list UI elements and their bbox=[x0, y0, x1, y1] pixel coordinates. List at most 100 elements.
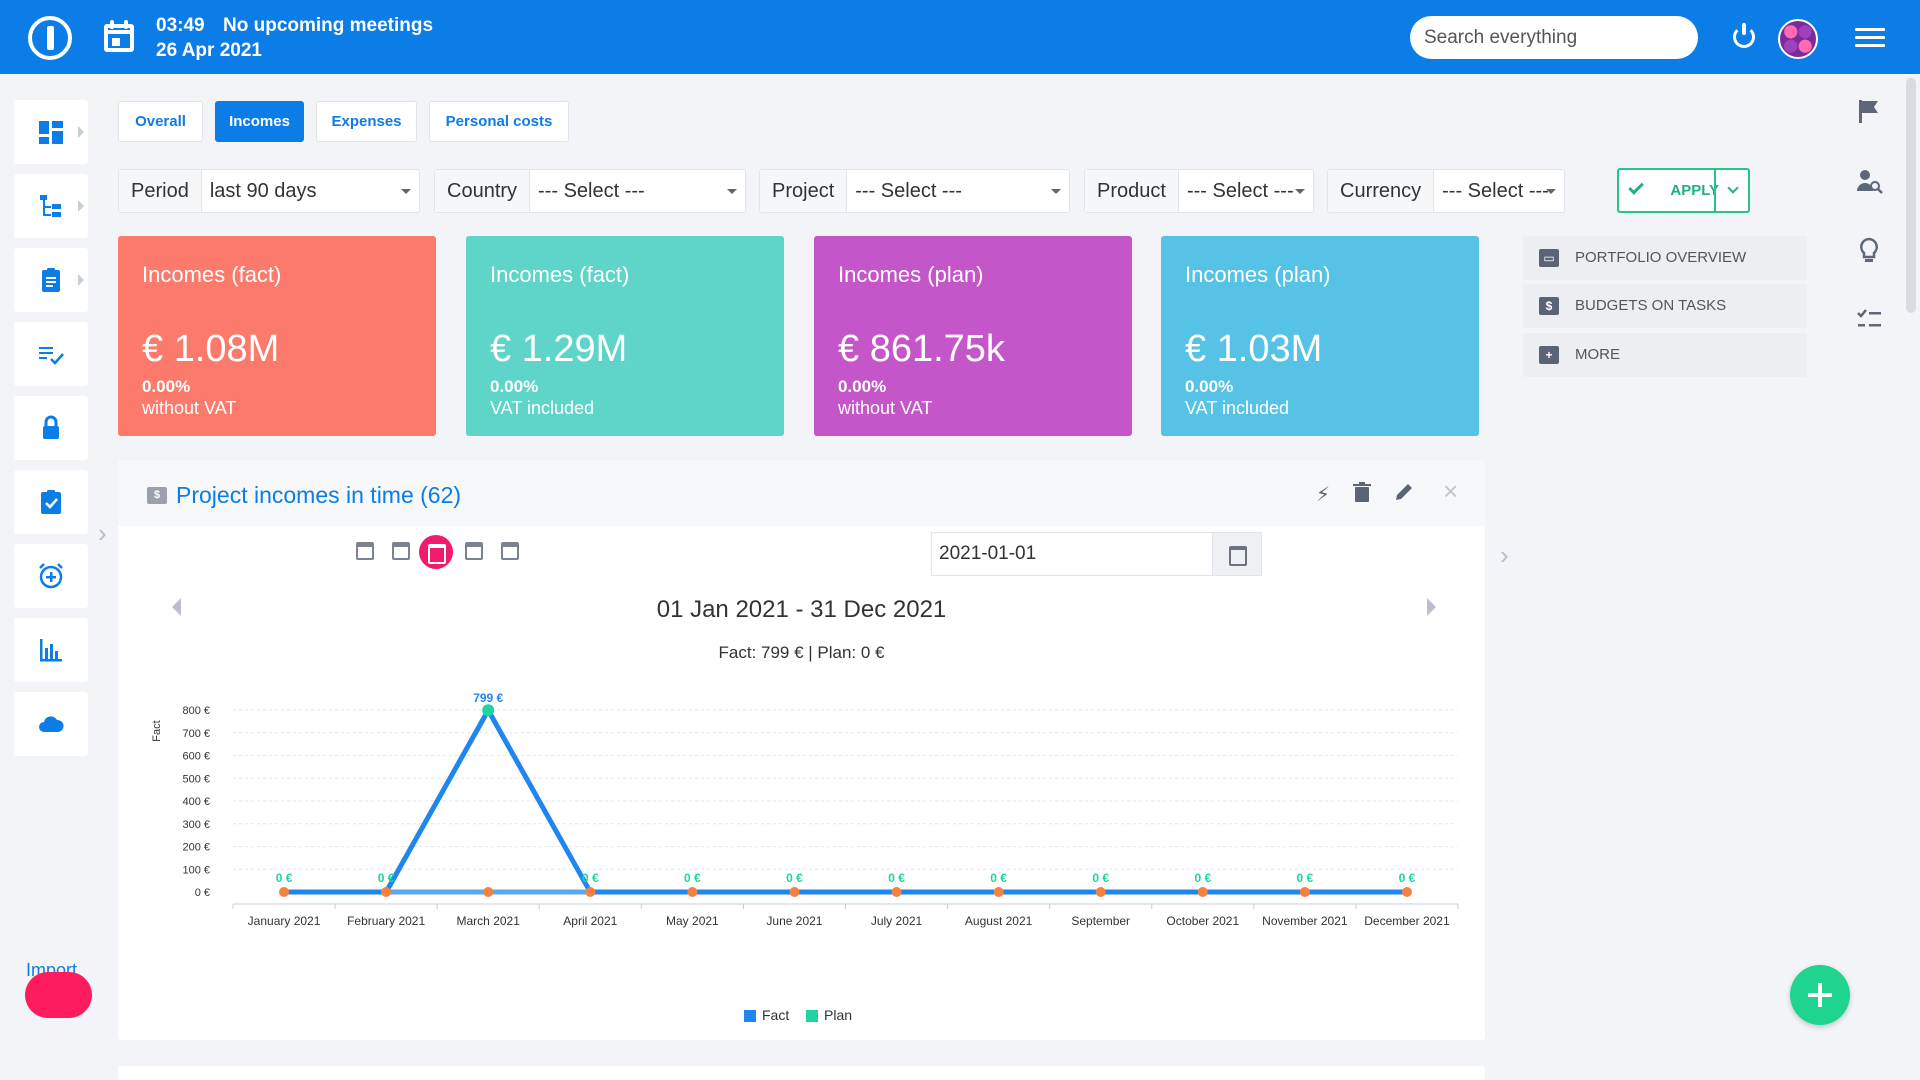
expand-arrow-icon[interactable] bbox=[78, 126, 84, 138]
sidebar-item-security[interactable] bbox=[14, 396, 88, 460]
calendar-quarter-view-icon[interactable] bbox=[465, 542, 483, 560]
calendar-day-view-icon[interactable] bbox=[356, 542, 374, 560]
upcoming-meetings[interactable]: No upcoming meetings bbox=[223, 15, 434, 36]
plan-point bbox=[483, 887, 494, 897]
sidebar-item-approvals[interactable] bbox=[14, 470, 88, 534]
tab-personal-costs[interactable]: Personal costs bbox=[429, 101, 569, 142]
sidebar-item-projects[interactable] bbox=[14, 174, 88, 238]
plan-point bbox=[891, 887, 902, 897]
lightning-icon[interactable]: ⚡ bbox=[1316, 484, 1331, 506]
flag-icon[interactable] bbox=[1855, 97, 1883, 125]
trash-icon[interactable] bbox=[1353, 482, 1371, 502]
avatar[interactable] bbox=[1778, 19, 1818, 59]
x-tick-label: December 2021 bbox=[1364, 914, 1450, 928]
x-tick-label: September bbox=[1071, 914, 1130, 928]
bar-chart-icon bbox=[40, 639, 62, 662]
user-search-icon[interactable] bbox=[1855, 167, 1883, 195]
alarm-add-icon bbox=[39, 563, 63, 589]
period-select[interactable]: last 90 days bbox=[202, 170, 419, 212]
tab-expenses[interactable]: Expenses bbox=[316, 101, 417, 142]
x-tick-label: June 2021 bbox=[766, 914, 822, 928]
kpi-value: € 861.75k bbox=[838, 328, 1005, 370]
kpi-card-incomes-plan-without-vat[interactable]: Incomes (plan) € 861.75k 0.00% without V… bbox=[814, 236, 1132, 436]
chevron-down-icon[interactable] bbox=[1727, 182, 1739, 194]
kpi-card-incomes-fact-without-vat[interactable]: Incomes (fact) € 1.08M 0.00% without VAT bbox=[118, 236, 436, 436]
kpi-note: VAT included bbox=[1185, 398, 1290, 418]
close-icon[interactable]: × bbox=[1443, 476, 1459, 506]
power-icon[interactable] bbox=[1733, 23, 1755, 48]
product-select[interactable]: --- Select --- bbox=[1179, 170, 1313, 212]
kpi-note: VAT included bbox=[490, 398, 595, 418]
sidebar-item-timer[interactable] bbox=[14, 544, 88, 608]
legend-swatch bbox=[806, 1010, 818, 1022]
data-label: 0 € bbox=[888, 871, 905, 885]
y-tick-label: 0 € bbox=[195, 887, 210, 899]
y-tick-label: 200 € bbox=[182, 842, 210, 854]
currency-label: Currency bbox=[1328, 170, 1435, 212]
y-tick-label: 400 € bbox=[182, 796, 210, 808]
kpi-value: € 1.03M bbox=[1185, 328, 1323, 370]
current-time: 03:49 bbox=[156, 15, 205, 36]
chart-summary: Fact: 799 € | Plan: 0 € bbox=[718, 643, 885, 662]
budgets-on-tasks-link[interactable]: $ BUDGETS ON TASKS bbox=[1523, 284, 1807, 328]
sidebar-item-tasks[interactable] bbox=[14, 248, 88, 312]
kpi-card-incomes-plan-vat-included[interactable]: Incomes (plan) € 1.03M 0.00% VAT include… bbox=[1161, 236, 1479, 436]
panel-expand-icon[interactable]: › bbox=[1500, 540, 1509, 570]
sidebar-item-cloud[interactable] bbox=[14, 692, 88, 756]
plan-point bbox=[1401, 887, 1412, 897]
portfolio-overview-link[interactable]: ▭ PORTFOLIO OVERVIEW bbox=[1523, 236, 1807, 280]
previous-period-icon[interactable] bbox=[172, 598, 181, 616]
product-filter: Product --- Select --- bbox=[1084, 169, 1314, 213]
calendar-year-view-icon[interactable] bbox=[501, 542, 519, 560]
lightbulb-icon[interactable] bbox=[1855, 236, 1883, 264]
country-select[interactable]: --- Select --- bbox=[530, 170, 745, 212]
x-tick-label: May 2021 bbox=[666, 914, 719, 928]
calendar-month-view-icon[interactable] bbox=[419, 535, 453, 569]
search-input[interactable] bbox=[1410, 16, 1698, 59]
apply-button[interactable]: APPLY bbox=[1617, 168, 1750, 213]
y-axis-label: Fact bbox=[151, 720, 163, 741]
hamburger-menu-icon[interactable] bbox=[1855, 28, 1885, 50]
period-filter: Period last 90 days bbox=[118, 169, 420, 213]
start-date-input[interactable] bbox=[931, 532, 1214, 576]
kpi-percent: 0.00% bbox=[142, 377, 191, 396]
more-link[interactable]: + MORE bbox=[1523, 333, 1807, 377]
kpi-card-incomes-fact-vat-included[interactable]: Incomes (fact) € 1.29M 0.00% VAT include… bbox=[466, 236, 784, 436]
product-label: Product bbox=[1085, 170, 1179, 212]
checklist-icon bbox=[39, 347, 64, 365]
sidebar-item-dashboard[interactable] bbox=[14, 100, 88, 164]
tab-overall[interactable]: Overall bbox=[118, 101, 203, 142]
import-button[interactable] bbox=[25, 972, 92, 1018]
add-button[interactable] bbox=[1790, 965, 1850, 1025]
date-picker-button[interactable] bbox=[1212, 532, 1262, 576]
data-label: 0 € bbox=[378, 871, 395, 885]
plan-point bbox=[687, 887, 698, 897]
expand-arrow-icon[interactable] bbox=[78, 200, 84, 212]
data-label: 0 € bbox=[276, 871, 293, 885]
sidebar-item-reports[interactable] bbox=[14, 618, 88, 682]
project-select[interactable]: --- Select --- bbox=[847, 170, 1069, 212]
dollar-icon: $ bbox=[1539, 297, 1559, 315]
next-period-icon[interactable] bbox=[1427, 598, 1436, 616]
kpi-value: € 1.29M bbox=[490, 328, 628, 370]
y-tick-label: 700 € bbox=[182, 728, 210, 740]
calendar-week-view-icon[interactable] bbox=[392, 542, 410, 560]
kpi-value: € 1.08M bbox=[142, 328, 280, 370]
tab-incomes[interactable]: Incomes bbox=[215, 101, 304, 142]
more-label: MORE bbox=[1575, 346, 1620, 363]
data-label: 799 € bbox=[473, 691, 503, 705]
date-range-title: 01 Jan 2021 - 31 Dec 2021 bbox=[656, 596, 947, 623]
calendar-icon[interactable] bbox=[104, 20, 134, 52]
sidebar-expand-icon[interactable]: › bbox=[98, 518, 107, 548]
expand-arrow-icon[interactable] bbox=[78, 274, 84, 286]
kpi-percent: 0.00% bbox=[838, 377, 887, 396]
app-logo-icon[interactable] bbox=[28, 16, 72, 60]
portfolio-icon: ▭ bbox=[1539, 249, 1559, 267]
currency-select[interactable]: --- Select --- bbox=[1434, 170, 1564, 212]
panel-title[interactable]: Project incomes in time (62) bbox=[176, 482, 462, 508]
pencil-icon[interactable] bbox=[1394, 482, 1414, 502]
task-list-icon[interactable] bbox=[1855, 305, 1883, 333]
sidebar-item-checklists[interactable] bbox=[14, 322, 88, 386]
kpi-note: without VAT bbox=[838, 398, 933, 418]
page-scrollbar[interactable] bbox=[1906, 78, 1916, 313]
